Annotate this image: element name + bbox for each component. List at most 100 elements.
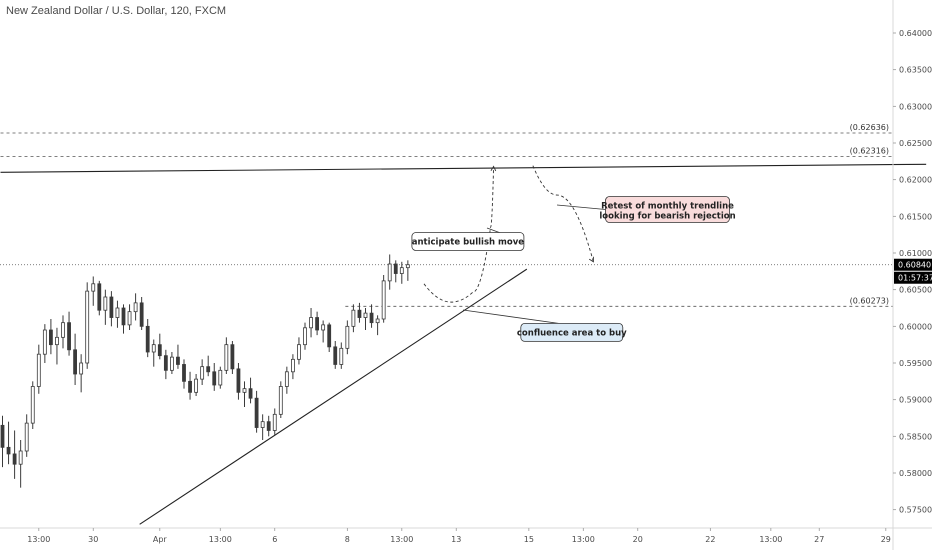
projection-path [423, 166, 495, 303]
candle-body [6, 446, 11, 455]
arrowhead [490, 165, 497, 172]
candle [0, 415, 5, 468]
candle [266, 415, 271, 437]
annotation-callout[interactable]: confluence area to buy [462, 309, 627, 342]
y-tick-label: 0.58500 [899, 432, 932, 441]
candle [242, 381, 247, 407]
x-tick-label: 15 [524, 535, 534, 544]
trendline [0, 163, 927, 173]
y-tick-label: 0.60000 [899, 322, 932, 331]
candle [254, 390, 259, 433]
candle-body [200, 366, 205, 380]
candle [182, 359, 186, 389]
x-tick-label: 13:00 [759, 535, 782, 544]
callout-text: anticipate bullish move [412, 237, 525, 247]
candle [333, 341, 338, 369]
candle-body [139, 302, 144, 327]
candle-body [91, 283, 96, 292]
candle [36, 344, 41, 394]
annotation-callout[interactable]: anticipate bullish move [411, 227, 525, 251]
candle-body [188, 380, 192, 393]
x-tick-label: 13:00 [209, 535, 232, 544]
candle [303, 322, 307, 350]
candle-body [206, 366, 211, 373]
price-axis: 0.64000 0.63500 0.63000 0.62500 0.62000 0.615… [893, 29, 932, 515]
candle-body [333, 346, 338, 365]
candle [393, 260, 398, 283]
y-tick-label: 0.58000 [899, 469, 932, 478]
callout-text: Retest of monthly trendline [601, 202, 734, 212]
callout-box [411, 232, 525, 251]
y-tick-label: 0.61500 [899, 212, 932, 221]
candle [169, 352, 174, 374]
candle-body [157, 344, 162, 357]
candle [212, 363, 217, 391]
candle [73, 333, 77, 385]
candle [157, 333, 162, 360]
candle-body [194, 378, 199, 393]
y-tick-label: 0.64000 [899, 29, 932, 38]
candle-body [272, 413, 277, 431]
time-axis: 13:00 30 Apr 13:00 6 8 13:00 13 15 13:00 20 22 13:00… [27, 528, 891, 544]
countdown-box [894, 271, 932, 284]
candle-body [42, 329, 47, 355]
horizontal-levels: (0.62636) (0.62316) (0.60273) [0, 123, 893, 307]
candle-body [290, 358, 295, 373]
x-tick-label: 8 [345, 535, 350, 544]
x-tick-label: 13 [451, 535, 461, 544]
candle-body [242, 388, 247, 393]
candle [248, 377, 253, 404]
candle [278, 381, 283, 418]
candle [115, 300, 120, 328]
candle-body [18, 450, 23, 465]
candle-body [61, 322, 65, 338]
candle-body [345, 325, 350, 349]
candle [272, 408, 277, 435]
candle [399, 261, 404, 284]
candle-body [103, 296, 108, 311]
candle-body [387, 263, 392, 282]
candle [357, 302, 362, 323]
candle-body [357, 309, 362, 318]
candle-body [24, 422, 29, 452]
candle-body [109, 296, 114, 318]
candle-body [36, 353, 41, 387]
candle [55, 327, 59, 365]
last-price-box [894, 258, 932, 271]
level-label: (0.60273) [850, 296, 889, 305]
candle [321, 320, 326, 343]
x-tick-label: 6 [272, 535, 277, 544]
countdown-value: 01:57:37 [898, 274, 932, 283]
y-tick-label: 0.63500 [899, 66, 932, 75]
candle-body [55, 336, 59, 346]
candle [284, 366, 289, 394]
candle [236, 363, 241, 400]
candle [109, 291, 114, 327]
candle [91, 276, 96, 306]
candle [315, 311, 320, 336]
trendlines [0, 163, 927, 525]
candle [163, 349, 168, 380]
y-tick-label: 0.59500 [899, 359, 932, 368]
y-tick-label: 0.59000 [899, 396, 932, 405]
candle-body [381, 280, 386, 320]
candle [61, 315, 65, 349]
x-tick-label: Apr [153, 535, 168, 544]
candle-body [363, 312, 368, 318]
candle-body [309, 317, 313, 329]
projection-path [532, 165, 594, 262]
candle-body [266, 421, 271, 431]
candle-body [303, 327, 307, 346]
candle-body [327, 324, 332, 348]
candle [30, 381, 35, 429]
candle-body [375, 318, 380, 324]
candle [121, 304, 126, 334]
x-tick-label: 20 [633, 535, 643, 544]
candle-body [182, 364, 186, 382]
candle [345, 320, 350, 355]
candle [12, 430, 17, 479]
x-tick-label: 13:00 [27, 535, 50, 544]
x-tick-label: 13:00 [572, 535, 595, 544]
